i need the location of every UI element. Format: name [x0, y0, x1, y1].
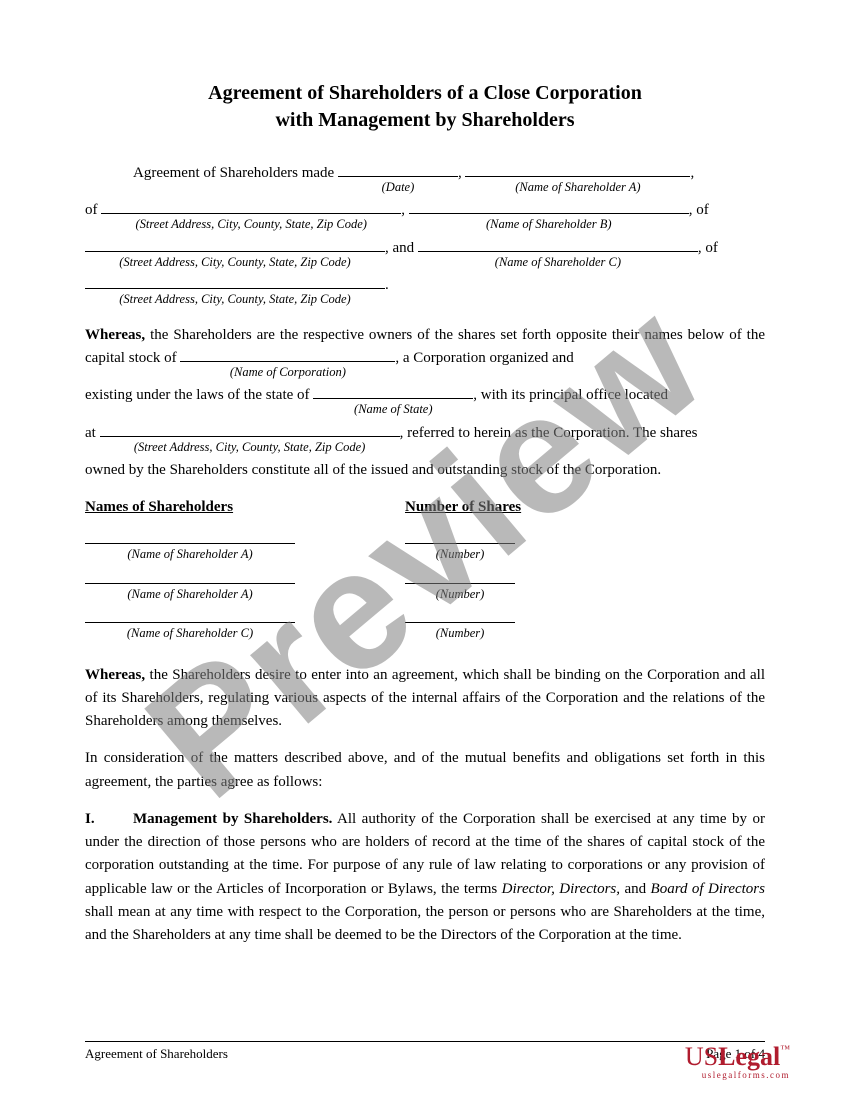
logo-us: US [685, 1042, 718, 1071]
intro-row-2: of (Street Address, City, County, State,… [85, 199, 765, 234]
row1-number-field: (Number) [405, 529, 515, 564]
document-title: Agreement of Shareholders of a Close Cor… [85, 80, 765, 134]
logo-tm: ™ [780, 1044, 790, 1055]
logo-legal: Legal [718, 1042, 780, 1071]
whereas-1-b: , a Corporation organized and [395, 350, 573, 366]
of-text-1: of [85, 202, 101, 218]
whereas-1-line-2: existing under the laws of the state of … [85, 384, 765, 419]
office-address-field: (Street Address, City, County, State, Zi… [100, 422, 400, 457]
page-footer: Agreement of Shareholders Page 1 of 4 [85, 1041, 765, 1062]
whereas-1-d: , with its principal office located [473, 387, 668, 403]
whereas-2: Whereas, the Shareholders desire to ente… [85, 664, 765, 734]
table-row: (Name of Shareholder A) (Number) [85, 529, 765, 564]
row2-number-field: (Number) [405, 569, 515, 604]
shareholder-c-field: (Name of Shareholder C) [418, 237, 698, 272]
intro-lead-text: Agreement of Shareholders made [133, 165, 338, 181]
col-header-shares: Number of Shares [405, 496, 605, 519]
intro-row-1: Agreement of Shareholders made (Date), (… [85, 162, 765, 197]
section-1-number: I. [85, 808, 133, 831]
table-row: (Name of Shareholder A) (Number) [85, 569, 765, 604]
col-header-names: Names of Shareholders [85, 496, 405, 519]
intro-row-4: (Street Address, City, County, State, Zi… [85, 274, 765, 309]
title-line-2: with Management by Shareholders [275, 109, 574, 131]
comma-3: , [401, 202, 405, 218]
intro-row-3: (Street Address, City, County, State, Zi… [85, 237, 765, 272]
whereas-1-line-1: Whereas, the Shareholders are the respec… [85, 324, 765, 383]
title-line-1: Agreement of Shareholders of a Close Cor… [208, 82, 642, 104]
uslegal-logo: USLegal™ uslegalforms.com [685, 1042, 790, 1080]
section-1-body-b: and [620, 881, 651, 897]
row3-name-field: (Name of Shareholder C) [85, 608, 295, 643]
shareholder-a-field: (Name of Shareholder A) [465, 162, 690, 197]
section-1-title: Management by Shareholders. [133, 811, 332, 827]
comma-of-1: , of [689, 202, 709, 218]
comma-of-2: , of [698, 240, 718, 256]
row3-number-field: (Number) [405, 608, 515, 643]
period-1: . [385, 277, 389, 293]
shareholder-b-field: (Name of Shareholder B) [409, 199, 689, 234]
date-field: (Date) [338, 162, 458, 197]
consideration-para: In consideration of the matters describe… [85, 747, 765, 794]
address-a-field: (Street Address, City, County, State, Zi… [101, 199, 401, 234]
whereas-1-line-3: at (Street Address, City, County, State,… [85, 422, 765, 457]
and-text: , and [385, 240, 418, 256]
section-1-italic-2: Board of Directors [651, 881, 765, 897]
whereas-1-c: existing under the laws of the state of [85, 387, 313, 403]
document-page: Agreement of Shareholders of a Close Cor… [0, 0, 850, 1001]
table-row: (Name of Shareholder C) (Number) [85, 608, 765, 643]
whereas-1-line-4: owned by the Shareholders constitute all… [85, 459, 765, 482]
footer-left: Agreement of Shareholders [85, 1046, 228, 1062]
whereas-1-f: , referred to herein as the Corporation.… [400, 425, 698, 441]
state-field: (Name of State) [313, 384, 473, 419]
address-b-field: (Street Address, City, County, State, Zi… [85, 237, 385, 272]
row1-name-field: (Name of Shareholder A) [85, 529, 295, 564]
whereas-1-e: at [85, 425, 100, 441]
section-1-italic-1: Director, Directors, [502, 881, 620, 897]
comma-1: , [458, 165, 462, 181]
address-c-field: (Street Address, City, County, State, Zi… [85, 274, 385, 309]
corporation-field: (Name of Corporation) [180, 347, 395, 382]
shareholder-table-header: Names of Shareholders Number of Shares [85, 496, 765, 519]
whereas-2-body: the Shareholders desire to enter into an… [85, 667, 765, 730]
row2-name-field: (Name of Shareholder A) [85, 569, 295, 604]
section-1: I.Management by Shareholders. All author… [85, 808, 765, 948]
section-1-body-c: shall mean at any time with respect to t… [85, 904, 765, 943]
whereas-2-lead: Whereas, [85, 667, 145, 683]
comma-2: , [690, 165, 694, 181]
whereas-1-lead: Whereas, [85, 327, 145, 343]
